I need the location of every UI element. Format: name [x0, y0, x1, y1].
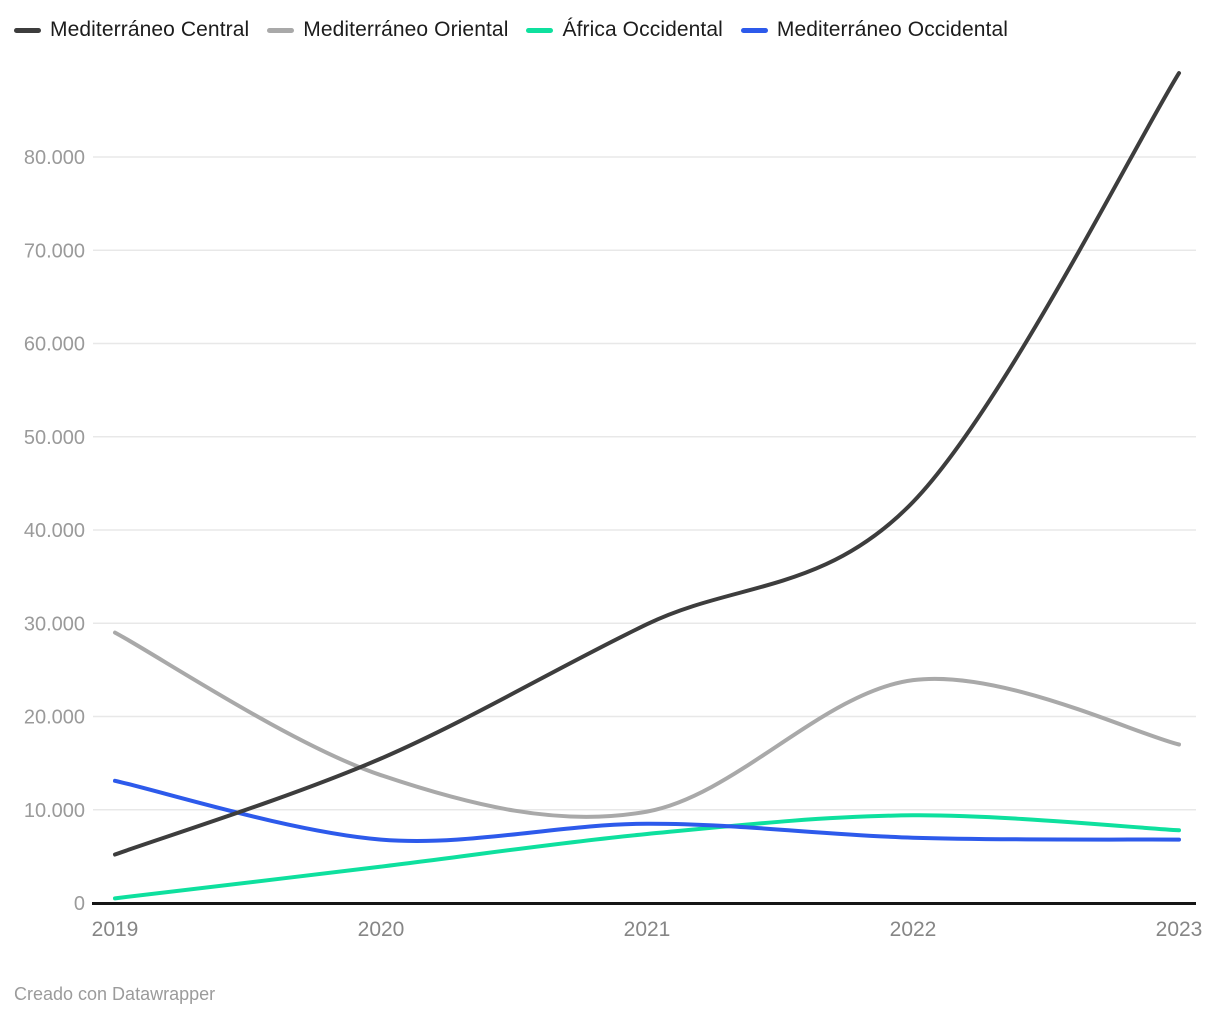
legend-item-mediterraneo-oriental: Mediterráneo Oriental: [267, 18, 508, 42]
x-tick-label: 2023: [1156, 918, 1203, 941]
legend-label: África Occidental: [562, 18, 723, 41]
legend: Mediterráneo Central Mediterráneo Orient…: [14, 18, 1008, 42]
series-line-mediterraneo-oriental: [113, 630, 1181, 819]
y-tick-label: 60.000: [24, 334, 85, 356]
legend-label: Mediterráneo Occidental: [776, 18, 1008, 41]
y-tick-label: 70.000: [24, 240, 85, 262]
y-tick-label: 40.000: [24, 520, 85, 542]
line-chart: 0 10.000 20.000 30.000 40.000 50.000 60.000 70.…: [24, 71, 1203, 941]
legend-swatch-mediterraneo-central: [14, 27, 41, 33]
legend-swatch-mediterraneo-occidental: [740, 27, 768, 33]
legend-item-mediterraneo-occidental: Mediterráneo Occidental: [740, 18, 1008, 42]
y-tick-label: 50.000: [24, 427, 85, 449]
series-line-mediterraneo-occidental: [113, 778, 1181, 843]
legend-item-africa-occidental: África Occidental: [526, 18, 723, 42]
x-tick-label: 2020: [358, 918, 405, 941]
legend-label: Mediterráneo Oriental: [303, 18, 509, 41]
series-line-mediterraneo-central: [113, 71, 1181, 857]
y-tick-label: 30.000: [24, 613, 85, 635]
legend-label: Mediterráneo Central: [50, 18, 250, 41]
y-tick-label: 80.000: [24, 147, 85, 169]
series-line-africa-occidental: [113, 813, 1181, 901]
legend-swatch-africa-occidental: [526, 27, 554, 33]
x-tick-label: 2022: [890, 918, 937, 941]
x-tick-label: 2021: [624, 918, 671, 941]
legend-swatch-mediterraneo-oriental: [267, 27, 295, 33]
y-tick-label: 20.000: [24, 707, 85, 729]
y-tick-label: 0: [74, 893, 85, 915]
attribution: Creado con Datawrapper: [14, 984, 216, 1004]
y-tick-label: 10.000: [24, 800, 85, 822]
x-tick-label: 2019: [92, 918, 139, 941]
legend-item-mediterraneo-central: Mediterráneo Central: [14, 18, 249, 42]
